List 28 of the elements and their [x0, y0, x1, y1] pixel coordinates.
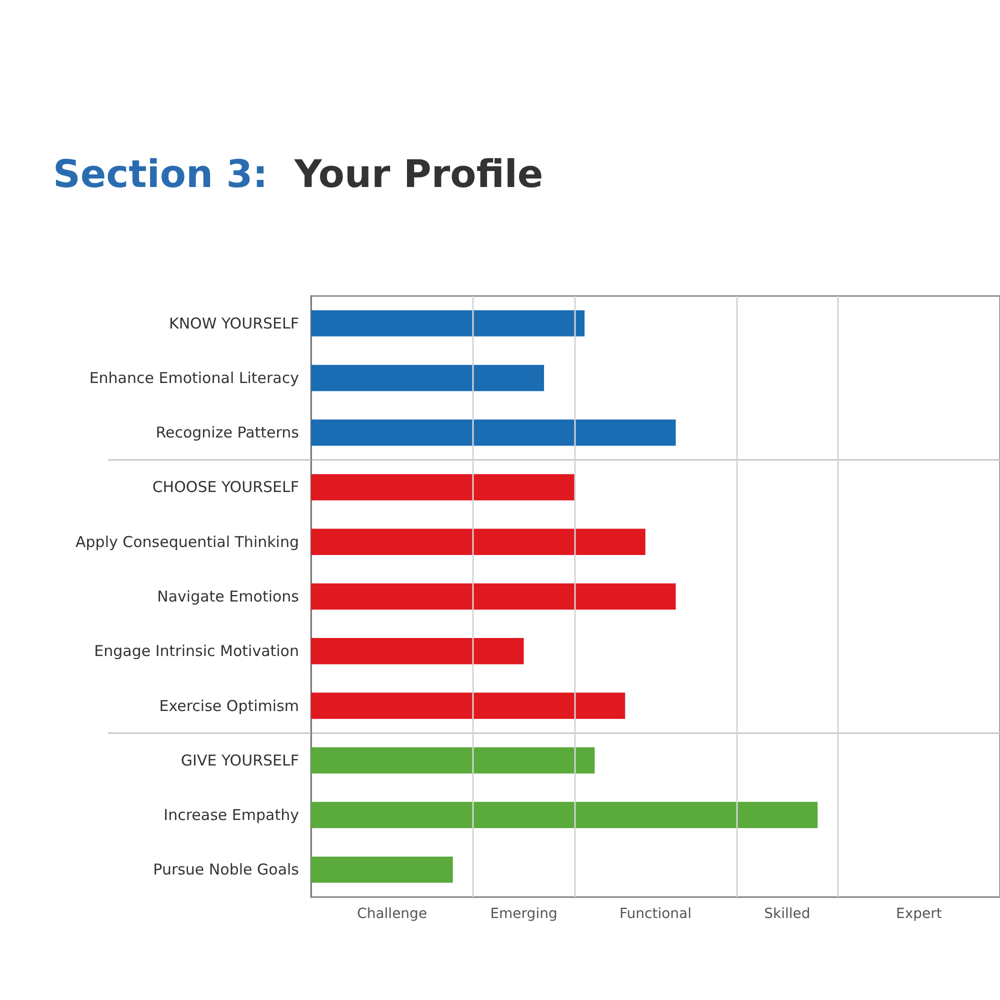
bar — [311, 310, 585, 336]
y-tick-label: Enhance Emotional Literacy — [89, 368, 300, 387]
bar — [311, 583, 676, 610]
text: Emerging — [490, 906, 558, 922]
y-tick-label: Increase Empathy — [164, 806, 300, 824]
bar — [311, 419, 676, 446]
bar — [311, 364, 544, 392]
bar — [311, 747, 595, 774]
bar — [311, 856, 453, 883]
text: Functional — [619, 906, 692, 922]
bar — [311, 692, 626, 719]
bar — [311, 528, 646, 555]
chart-title: Section 3: Your Profile — [53, 152, 544, 196]
y-tick-label: GIVE YOURSELF — [180, 751, 299, 770]
text: Expert — [896, 906, 942, 922]
y-tick-label: Apply Consequential Thinking — [76, 532, 299, 551]
text: Challenge — [357, 906, 428, 922]
y-tick-label: KNOW YOURSELF — [169, 314, 299, 332]
bar — [311, 638, 524, 664]
y-tick-label: Pursue Noble Goals — [153, 860, 300, 879]
y-tick-label: Recognize Patterns — [156, 424, 300, 442]
y-tick-label: Navigate Emotions — [157, 588, 300, 606]
y-tick-label: CHOOSE YOURSELF — [152, 478, 299, 496]
bar — [311, 474, 574, 500]
text: Skilled — [764, 906, 810, 922]
y-tick-label: Exercise Optimism — [159, 696, 299, 715]
bar — [311, 802, 818, 828]
y-tick-label: Engage Intrinsic Motivation — [94, 642, 299, 660]
